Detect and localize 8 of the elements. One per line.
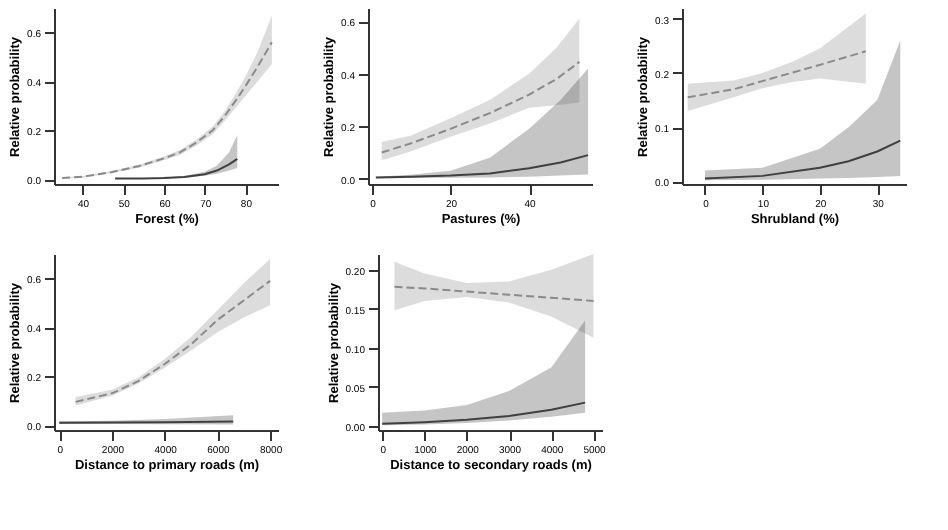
line-series <box>703 139 902 180</box>
line-series <box>393 285 595 302</box>
line-series <box>61 41 273 179</box>
line-series <box>381 401 587 425</box>
line-series <box>380 60 581 154</box>
line-series <box>686 50 867 99</box>
line-series <box>374 154 590 179</box>
line-series <box>74 279 272 403</box>
